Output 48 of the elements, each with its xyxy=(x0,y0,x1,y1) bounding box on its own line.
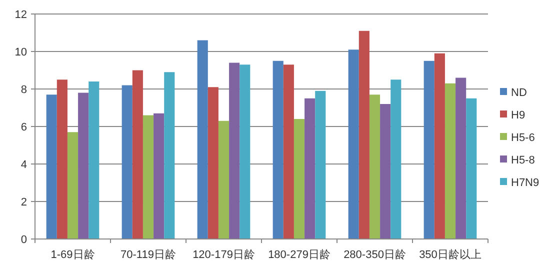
bar xyxy=(132,70,143,239)
bar xyxy=(466,98,477,239)
x-tick-label: 280-350日龄 xyxy=(344,249,406,261)
bar xyxy=(390,80,402,239)
bar xyxy=(142,115,154,239)
bar xyxy=(304,98,316,239)
bar xyxy=(294,119,305,239)
bar xyxy=(444,83,456,239)
bar xyxy=(434,53,445,239)
y-tick-label: 8 xyxy=(20,84,27,96)
y-tick-label: 0 xyxy=(20,234,27,246)
legend-label: H5-8 xyxy=(511,154,535,166)
bar xyxy=(56,80,68,239)
legend-label: H9 xyxy=(511,110,526,122)
x-tick-label: 350日龄以上 xyxy=(419,248,482,261)
bar xyxy=(358,30,370,239)
bar xyxy=(78,92,89,239)
bar xyxy=(240,64,250,239)
legend-label: H5-6 xyxy=(511,132,535,144)
bar xyxy=(154,113,164,239)
bar xyxy=(229,62,240,239)
x-tick-label: 1-69日龄 xyxy=(50,249,95,261)
bar xyxy=(164,72,175,239)
bar xyxy=(315,90,326,239)
bar xyxy=(424,60,434,239)
y-tick-label: 6 xyxy=(20,122,27,134)
x-tick-label: 70-119日龄 xyxy=(120,249,176,261)
bar xyxy=(218,120,230,239)
bar xyxy=(380,104,391,239)
bar xyxy=(197,40,208,239)
y-tick-label: 2 xyxy=(20,196,27,208)
y-tick-label: 4 xyxy=(20,159,27,171)
bar xyxy=(88,82,100,239)
y-tick-label: 10 xyxy=(14,46,27,58)
legend-label: H7N9 xyxy=(511,177,540,189)
bar xyxy=(46,94,57,239)
y-tick-label: 12 xyxy=(14,9,27,21)
legend-label: ND xyxy=(511,87,527,99)
bar xyxy=(348,50,359,239)
x-tick-label: 180-279日龄 xyxy=(268,249,330,261)
bar xyxy=(272,60,284,239)
bar xyxy=(283,64,294,239)
x-tick-label: 120-179日龄 xyxy=(192,249,255,261)
bar xyxy=(369,94,380,239)
bar xyxy=(456,78,466,239)
bar xyxy=(67,132,78,239)
bar xyxy=(122,85,132,239)
bar xyxy=(208,87,218,239)
